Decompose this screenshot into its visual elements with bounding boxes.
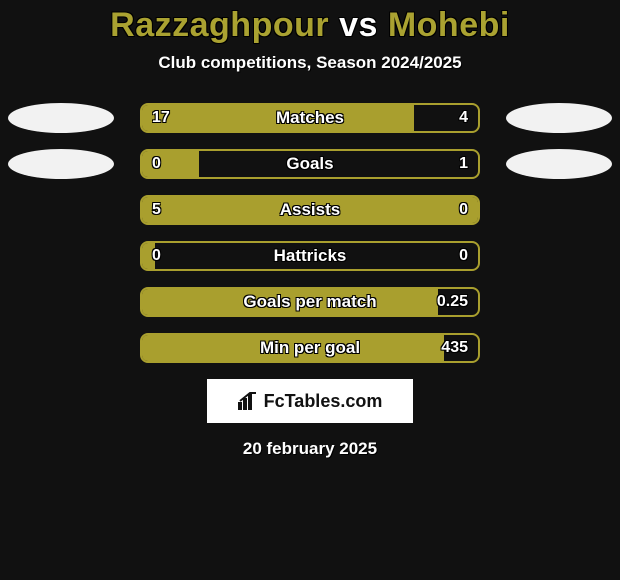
- bar-seg-p1: [142, 243, 155, 269]
- stat-bar: 0Goals1: [140, 149, 480, 179]
- stat-bar: 17Matches4: [140, 103, 480, 133]
- comparison-title: Razzaghpour vs Mohebi: [0, 0, 620, 45]
- title-player1: Razzaghpour: [110, 6, 329, 44]
- stat-row: Min per goal435: [0, 333, 620, 363]
- stat-row: 5Assists0: [0, 195, 620, 225]
- stat-bar: 5Assists0: [140, 195, 480, 225]
- stats-rows: 17Matches4 0Goals1 5Assists0 0Hattricks0 Goa…: [0, 103, 620, 363]
- bar-seg-p2: [438, 289, 478, 315]
- bar-seg-p1: [142, 335, 444, 361]
- logo-text: FcTables.com: [264, 391, 383, 412]
- bar-seg-p2: [199, 151, 478, 177]
- bar-seg-p2: [155, 243, 478, 269]
- logo-box: FcTables.com: [207, 379, 413, 423]
- bar-seg-p1: [142, 151, 199, 177]
- bar-seg-p2: [444, 335, 478, 361]
- bar-seg-p1: [142, 289, 438, 315]
- club-badge-right: [506, 149, 612, 179]
- stat-row: 0Goals1: [0, 149, 620, 179]
- stat-row: 0Hattricks0: [0, 241, 620, 271]
- stat-bar: 0Hattricks0: [140, 241, 480, 271]
- title-player2: Mohebi: [388, 6, 510, 44]
- bar-seg-p2: [414, 105, 478, 131]
- subtitle: Club competitions, Season 2024/2025: [0, 53, 620, 73]
- stat-bar: Goals per match0.25: [140, 287, 480, 317]
- bar-seg-p1: [142, 197, 478, 223]
- stat-bar: Min per goal435: [140, 333, 480, 363]
- title-vs: vs: [339, 6, 378, 44]
- date: 20 february 2025: [0, 439, 620, 459]
- bar-seg-p1: [142, 105, 414, 131]
- club-badge-left: [8, 149, 114, 179]
- bars-icon: [238, 392, 260, 410]
- stat-row: Goals per match0.25: [0, 287, 620, 317]
- club-badge-right: [506, 103, 612, 133]
- club-badge-left: [8, 103, 114, 133]
- stat-row: 17Matches4: [0, 103, 620, 133]
